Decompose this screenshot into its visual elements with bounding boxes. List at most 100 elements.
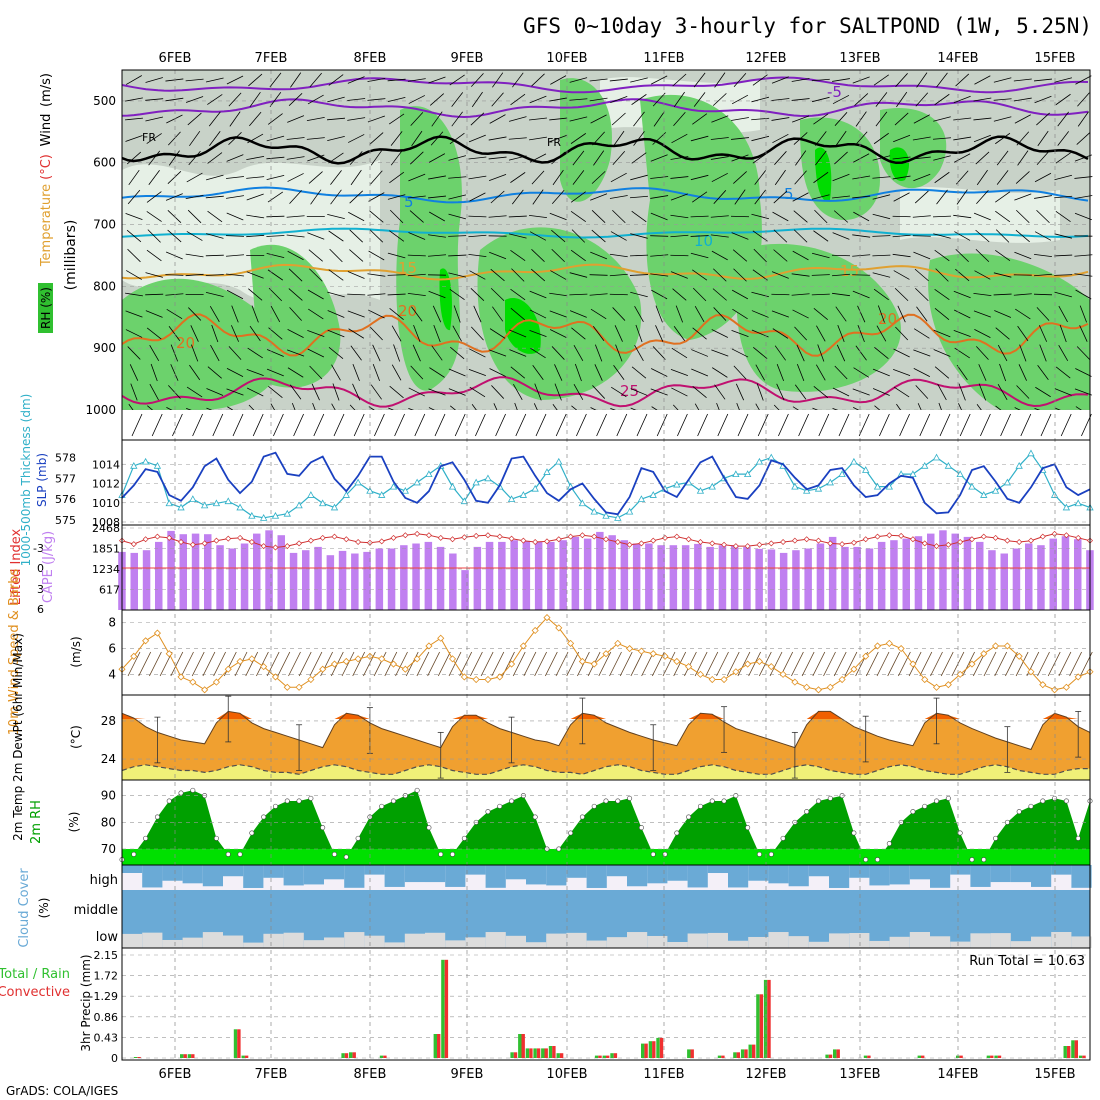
wind-barb (229, 111, 241, 127)
date-label-top: 7FEB (255, 51, 288, 66)
wind-barb-10m (641, 651, 654, 677)
wind-barb (205, 77, 224, 83)
wind-barb (976, 346, 989, 360)
wind-barb (529, 215, 547, 218)
precip-total-bar (763, 979, 768, 1058)
wind-barb (167, 131, 181, 146)
precip-total-bar (994, 1055, 998, 1058)
cape-bar (351, 553, 359, 610)
wind-barb (449, 288, 465, 301)
li-point (850, 539, 857, 546)
wind-barb (512, 72, 524, 88)
rh-bright-region (889, 147, 910, 181)
isotherm-label: 20 (398, 302, 417, 320)
wind-barb (327, 310, 345, 318)
wind-barb (673, 325, 685, 342)
li-point (272, 544, 279, 551)
dewpoint-line (121, 764, 1090, 775)
wind-barb (549, 212, 567, 221)
wind-barb (811, 252, 830, 259)
wind-barb (737, 413, 749, 437)
date-label-top: 13FEB (839, 51, 880, 66)
precip-total-bar (180, 1054, 184, 1058)
wind-barb (247, 347, 263, 359)
rh-light-region (900, 187, 1060, 243)
wind-barb (387, 97, 406, 102)
wind-barb (434, 413, 446, 437)
wind-barb (427, 254, 447, 257)
li-point (378, 538, 385, 545)
wind-barb (610, 231, 627, 241)
wind-barb (872, 254, 891, 257)
wind-barb (975, 229, 990, 243)
slp-tick-label: 1012 (92, 478, 120, 491)
precip-conv-bar (383, 1055, 387, 1058)
wind-barb (508, 137, 527, 140)
precip-conv-bar (736, 1052, 740, 1058)
precip-total-bar (433, 1034, 437, 1058)
wind-speed-line-point (543, 614, 551, 622)
wind-barb (149, 345, 160, 361)
wind-barb (326, 117, 346, 121)
precip-conv-bar (529, 1048, 533, 1058)
wind-speed-line-point (507, 660, 516, 668)
cloud-high-bar (425, 865, 446, 883)
wind-barb (692, 113, 708, 125)
wind-barb (634, 305, 644, 323)
wind-barb (531, 248, 545, 263)
rh2m-point (178, 790, 184, 796)
wind-barb (1039, 344, 1047, 362)
wind-barb (327, 214, 345, 219)
wind-barb (692, 191, 708, 203)
wind-barb-10m (512, 651, 526, 677)
li-point (673, 533, 680, 540)
wind-barb (306, 117, 325, 121)
wind-barb (529, 231, 547, 241)
li-point (603, 536, 609, 543)
cape-bar (265, 530, 273, 610)
cape-bar (804, 548, 812, 610)
wind-barb (959, 413, 971, 437)
wind-barb (573, 344, 584, 362)
wind-barb (389, 308, 404, 320)
wind-barb (125, 292, 143, 297)
wind-barb (854, 93, 869, 106)
wind-barb (172, 413, 183, 437)
wind-barb (1055, 152, 1071, 164)
wind-barb (817, 344, 825, 362)
wind-barb (772, 133, 789, 144)
thickness-line-point (755, 457, 764, 465)
wind-barb (451, 92, 464, 107)
wind-barb (937, 383, 947, 401)
wind-barb (448, 176, 467, 179)
wind-speed-line-point (342, 657, 350, 666)
precip-total-bar (833, 1049, 837, 1058)
wind-barb (510, 172, 526, 183)
thickness-line-point (1062, 503, 1071, 511)
wind-barb (954, 347, 970, 359)
wind-barb (956, 189, 968, 205)
wind-barb (414, 413, 426, 437)
wind-barb (714, 72, 726, 88)
wind-barb-10m (341, 651, 355, 677)
wind-barb (350, 345, 362, 361)
wind-speed-line-point (708, 675, 716, 684)
rh2m-point (686, 814, 692, 820)
rh2m-low-band (122, 849, 1090, 865)
isotherm-label: 15 (398, 259, 417, 277)
wind-barb (752, 269, 768, 281)
wind-barb (531, 170, 545, 185)
wind-barb (589, 78, 608, 82)
li-point (532, 539, 539, 546)
rh2m-point (662, 851, 668, 857)
wind-barb (651, 289, 668, 300)
wind-barb (731, 154, 749, 162)
wind-barb (126, 151, 142, 165)
wind-barb (894, 112, 909, 126)
wind-barb (793, 229, 808, 243)
wind-barb (1014, 193, 1032, 201)
wind-barb (349, 249, 364, 262)
wind-barb (774, 151, 787, 165)
rh2m-point (391, 798, 397, 804)
wind-barb (327, 96, 345, 103)
